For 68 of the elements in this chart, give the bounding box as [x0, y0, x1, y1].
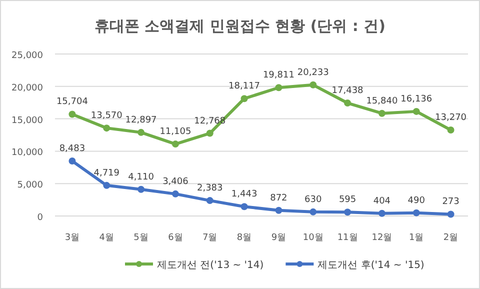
y-tick-label: 0: [37, 213, 44, 223]
x-tick-label: 1월: [409, 233, 424, 243]
y-tick-label: 5,000: [17, 180, 44, 191]
point: [138, 128, 145, 136]
x-tick-label: 6월: [168, 233, 183, 243]
point: [275, 206, 282, 214]
data-label: 12,897: [125, 115, 157, 126]
y-tick-label: 15,000: [12, 116, 44, 126]
x-tick-label: 8월: [236, 233, 252, 243]
data-label: 2,383: [196, 184, 223, 194]
point: [275, 84, 282, 92]
data-label: 15,840: [366, 96, 398, 106]
point: [412, 209, 420, 216]
data-label: 15,704: [56, 97, 88, 108]
x-tick-label: 5월: [134, 233, 148, 243]
point: [103, 182, 110, 189]
data-label: 630: [304, 194, 322, 205]
chart-title: 휴대폰 소액결제 민원접수 현황 (단위 : 건): [94, 17, 386, 35]
data-label: 20,233: [297, 68, 329, 78]
point: [344, 100, 352, 106]
data-label: 18,117: [228, 82, 260, 92]
point: [172, 140, 179, 148]
data-label: 8,483: [59, 144, 86, 154]
data-label: 1,443: [231, 190, 258, 200]
x-tick-label: 4월: [99, 233, 114, 243]
data-label: 595: [338, 195, 356, 206]
data-label: 872: [270, 193, 288, 204]
data-label: 3,406: [162, 176, 189, 187]
data-label: 4,719: [94, 168, 120, 178]
data-label: 13,570: [90, 111, 123, 122]
point: [378, 210, 386, 217]
point: [68, 158, 76, 165]
data-label: 404: [373, 196, 391, 206]
data-label: 273: [442, 197, 460, 208]
point: [240, 95, 248, 102]
point: [378, 110, 386, 117]
y-tick-label: 20,000: [12, 83, 44, 94]
data-label: 17,438: [332, 86, 364, 96]
point: [447, 210, 454, 218]
data-label: 11,105: [160, 127, 192, 138]
x-tick-label: 7월: [202, 233, 218, 243]
x-tick-label: 10월: [302, 233, 324, 243]
point: [103, 124, 110, 132]
x-tick-label: 3월: [64, 233, 80, 243]
x-tick-label: 12월: [372, 233, 392, 243]
x-tick-label: 2월: [443, 233, 458, 243]
point: [172, 190, 179, 198]
data-label: 490: [408, 196, 426, 206]
data-label: 16,136: [400, 94, 432, 104]
y-tick-label: 25,000: [12, 51, 44, 61]
data-label: 19,811: [262, 70, 294, 81]
legend-label: 제도개선 후('14 ~ '15): [318, 260, 424, 271]
point: [206, 130, 214, 137]
x-tick-label: 11월: [337, 233, 358, 243]
point: [310, 208, 317, 216]
y-tick-label: 10,000: [12, 148, 44, 158]
point: [447, 126, 454, 134]
point: [206, 197, 214, 204]
data-label: 13,270: [435, 113, 467, 124]
legend-label: 제도개선 전('13 ~ '14): [157, 260, 264, 271]
point: [344, 208, 352, 216]
point: [240, 203, 248, 210]
point: [412, 108, 420, 115]
point: [310, 81, 317, 88]
point: [138, 186, 145, 193]
x-tick-label: 9월: [271, 233, 286, 243]
point: [68, 110, 76, 118]
data-label: 4,110: [128, 172, 154, 182]
